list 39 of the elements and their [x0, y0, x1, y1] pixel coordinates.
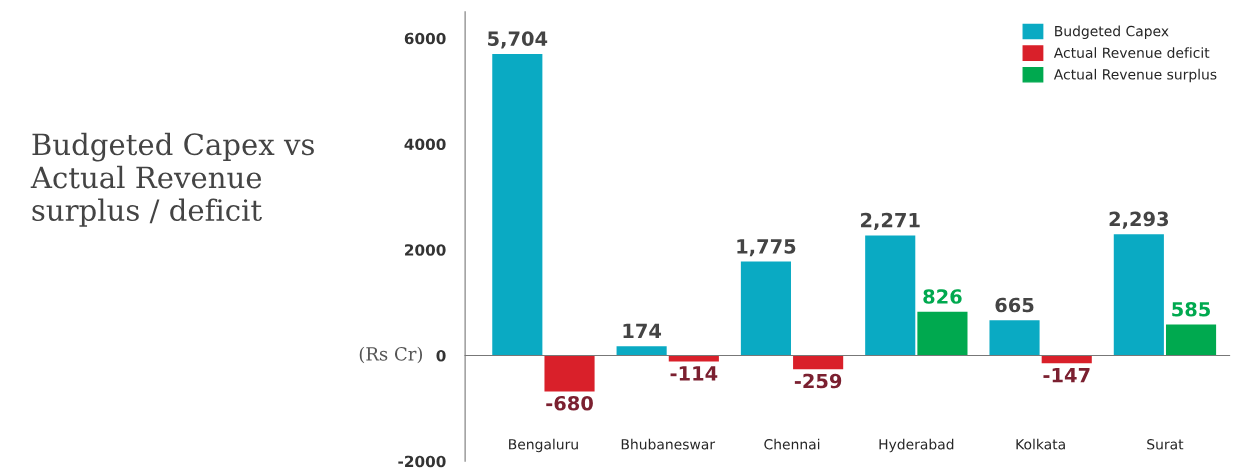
data-label: -680 [546, 395, 593, 411]
bar [1113, 234, 1164, 356]
bar [917, 311, 968, 356]
bar [544, 355, 595, 392]
x-tick-label: Surat [1147, 439, 1184, 450]
x-tick-label: Bengaluru [509, 438, 578, 453]
data-label: -147 [1043, 367, 1090, 383]
data-label: 2,293 [1109, 211, 1169, 229]
data-label: 2,271 [861, 212, 920, 230]
bar [989, 320, 1040, 356]
bar [793, 355, 844, 370]
bar [740, 261, 791, 356]
data-label: 1,775 [737, 239, 796, 257]
bar [492, 53, 543, 356]
legend-label: Budgeted Capex [1055, 25, 1169, 40]
x-tick-label: Chennai [764, 438, 820, 450]
bar [616, 346, 667, 356]
y-tick-label: 0 [436, 349, 446, 362]
y-tick-label: -2000 [398, 455, 446, 468]
y-tick-label: 6000 [404, 32, 446, 45]
y-tick-label: 4000 [404, 138, 446, 151]
bar [865, 235, 916, 356]
data-label: 826 [923, 289, 962, 304]
data-label: 585 [1172, 301, 1210, 317]
legend-label: Actual Revenue surplus [1053, 68, 1217, 83]
bar [1041, 355, 1092, 364]
data-label: -259 [794, 373, 842, 389]
data-label: 5,704 [488, 31, 548, 49]
data-label: 174 [623, 323, 662, 339]
text: Budgeted Capex vs Actual Revenue surplus / deficit [30, 132, 314, 227]
data-label: -114 [670, 366, 718, 381]
bar [1165, 324, 1217, 356]
x-tick-label: Bhubaneswar [621, 438, 716, 450]
legend-label: Actual Revenue deficit [1053, 47, 1210, 58]
y-tick-label: 2000 [405, 244, 446, 256]
text: (Rs Cr) [359, 346, 423, 364]
x-tick-label: Hyderabad [879, 438, 954, 453]
x-tick-label: Kolkata [1016, 438, 1065, 450]
data-label: 665 [995, 297, 1034, 313]
